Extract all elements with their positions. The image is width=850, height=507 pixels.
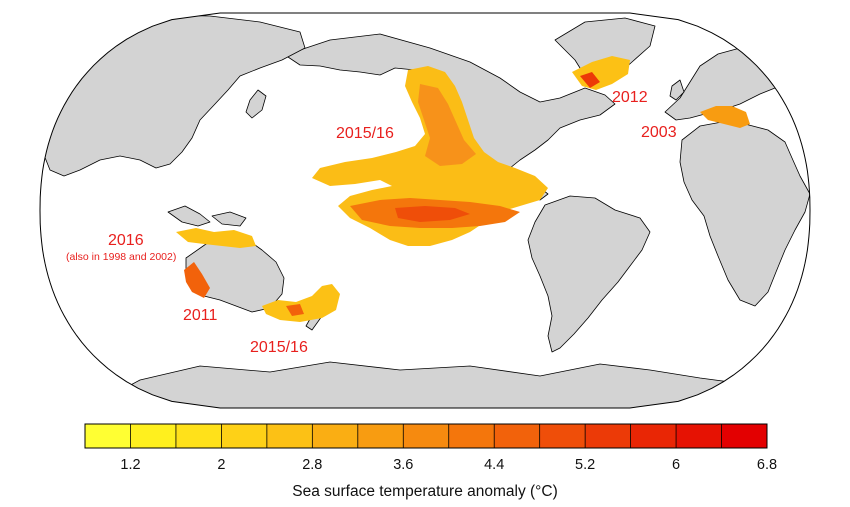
antarctica (99, 361, 781, 408)
anomaly-mediterranean (700, 106, 750, 128)
madagascar (816, 226, 830, 256)
colorbar-swatch (494, 424, 540, 448)
anomaly-tasman-sea (262, 284, 340, 322)
colorbar (84, 423, 768, 449)
colorbar-swatch (221, 424, 268, 448)
japan (245, 89, 267, 119)
globe-outline (39, 12, 811, 409)
event-label-mediterranean: 2003 (641, 124, 677, 141)
event-label-northwest-atlantic: 2012 (612, 89, 648, 106)
anomaly-northeast-pacific-core (418, 84, 476, 166)
colorbar-tick-label: 2.8 (302, 457, 322, 473)
colorbar-swatch (175, 424, 222, 448)
colorbar-swatch (448, 424, 495, 448)
colorbar-tick-label: 4.4 (484, 457, 504, 473)
anomaly-northwest-atlantic-core (580, 72, 600, 88)
indonesia (167, 205, 247, 227)
colorbar-swatch (312, 424, 359, 448)
colorbar-tick-label: 3.6 (393, 457, 413, 473)
land-masses (40, 14, 830, 408)
event-labels: 2015/16 2012 2003 2016 (also in 1998 and… (66, 89, 677, 356)
colorbar-title: Sea surface temperature anomaly (°C) (292, 483, 558, 500)
colorbar-tick-label: 6 (672, 457, 680, 473)
event-label-northeast-pacific: 2015/16 (336, 125, 394, 142)
colorbar-tick-label: 1.2 (120, 457, 140, 473)
colorbar-swatch (403, 424, 450, 448)
colorbar-swatch (85, 424, 131, 448)
colorbar-tick-label: 6.8 (757, 457, 777, 473)
colorbar-tick-label: 2 (217, 457, 225, 473)
colorbar-ticks: 1.2 2 2.8 3.6 4.4 5.2 6 6.8 (120, 457, 777, 473)
colorbar-swatch (721, 424, 768, 448)
anomaly-western-australia (184, 262, 210, 298)
colorbar-tick-label: 5.2 (575, 457, 595, 473)
anomaly-tasman-core (286, 304, 304, 316)
anomaly-northern-australia (176, 228, 256, 248)
colorbar-border (84, 423, 768, 449)
colorbar-swatch (585, 424, 631, 448)
africa (679, 121, 810, 307)
event-label-tasman-sea: 2015/16 (250, 339, 308, 356)
event-label-western-australia: 2011 (183, 307, 218, 324)
colorbar-swatch (630, 424, 677, 448)
anomaly-equatorial-hot (395, 206, 470, 222)
colorbar-swatch (539, 424, 586, 448)
sst-anomaly-regions (176, 56, 750, 322)
colorbar-swatch (266, 424, 313, 448)
colorbar-swatch (676, 424, 722, 448)
event-note-northern-australia: (also in 1998 and 2002) (66, 251, 176, 263)
event-label-northern-australia: 2016 (108, 232, 144, 249)
asia-east (40, 14, 306, 177)
south-america (527, 195, 651, 353)
colorbar-swatch (357, 424, 404, 448)
british-isles (669, 79, 685, 101)
colorbar-swatch (130, 424, 177, 448)
